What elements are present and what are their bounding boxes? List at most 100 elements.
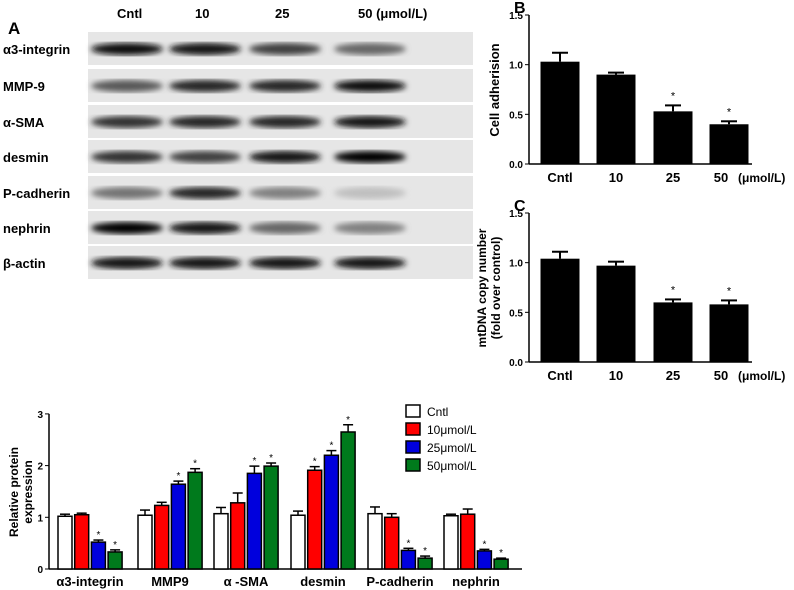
row-label: β-actin — [3, 256, 46, 271]
legend-label: 10μmol/L — [427, 423, 477, 437]
row-label: MMP-9 — [3, 79, 45, 94]
bar — [709, 124, 749, 164]
y-tick-label: 1.0 — [509, 61, 523, 72]
protein-band — [169, 222, 241, 234]
bar — [653, 302, 693, 362]
bar-1 — [153, 504, 170, 570]
y-tick-label: 3 — [37, 410, 43, 421]
row-label: α-SMA — [3, 115, 45, 130]
x-tick-label: nephrin — [452, 574, 500, 589]
bar — [540, 61, 580, 164]
protein-band — [91, 187, 163, 199]
chart-c-mtdna: C 0.0 0.5 1.0 1.5 Cntl 10 * 25 * 50 (μmol/L) mtDNA c… — [475, 198, 785, 383]
bar-1 — [459, 513, 476, 570]
significance-star: * — [176, 471, 180, 482]
bar-0 — [443, 514, 459, 570]
protein-band — [249, 80, 321, 92]
protein-band — [334, 43, 406, 55]
bar-2 — [246, 472, 263, 570]
x-tick-label: Cntl — [547, 170, 572, 185]
x-tick-label: P-cadherin — [366, 574, 433, 589]
bar-2 — [170, 483, 187, 570]
x-tick-label: α3-integrin — [56, 574, 123, 589]
protein-band — [334, 257, 406, 269]
panel-letter: B — [514, 0, 526, 17]
protein-band — [91, 151, 163, 163]
y-tick-label: 1.5 — [509, 11, 523, 22]
lane-label: 25 — [275, 6, 289, 21]
significance-star: * — [499, 548, 503, 559]
lane-label: Cntl — [117, 6, 142, 21]
bar — [709, 304, 749, 362]
legend-label: 25μmol/L — [427, 441, 477, 455]
western-blot-panel: A Cntl 10 25 50 (μmol/L) α3-integrin MMP-9 α-S… — [3, 6, 473, 279]
bar-1 — [306, 469, 323, 570]
bar — [653, 111, 693, 164]
protein-band — [169, 187, 241, 199]
x-tick-label: 50 — [714, 170, 728, 185]
protein-band — [91, 43, 163, 55]
x-tick-label: 10 — [609, 368, 623, 383]
protein-band — [249, 151, 321, 163]
bar-3 — [340, 431, 356, 570]
protein-band — [169, 43, 241, 55]
significance-star: * — [406, 538, 410, 549]
significance-star: * — [193, 459, 197, 470]
row-label: P-cadherin — [3, 186, 70, 201]
y-tick-label: 1.5 — [509, 209, 523, 220]
x-tick-label: 50 — [714, 368, 728, 383]
protein-band — [249, 43, 321, 55]
significance-star: * — [346, 415, 350, 426]
legend-swatch — [405, 440, 421, 454]
bar-0 — [137, 514, 153, 570]
significance-star: * — [329, 441, 333, 452]
protein-band — [334, 80, 406, 92]
y-tick-label: 0.0 — [509, 160, 523, 171]
lane-label: 50 (μmol/L) — [358, 6, 427, 21]
y-axis-label: (fold over control) — [489, 237, 503, 340]
bar-2 — [323, 454, 340, 570]
protein-band — [249, 222, 321, 234]
bar-0 — [367, 512, 383, 570]
y-axis-label: Relative protein — [7, 447, 21, 537]
protein-band — [169, 116, 241, 128]
x-tick-label: α -SMA — [224, 574, 269, 589]
bar — [596, 74, 636, 164]
legend-label: Cntl — [427, 405, 448, 419]
significance-star: * — [252, 456, 256, 467]
protein-band — [91, 80, 163, 92]
protein-band — [91, 257, 163, 269]
x-tick-label: 10 — [609, 170, 623, 185]
protein-band — [249, 187, 321, 199]
protein-band — [334, 151, 406, 163]
significance-star: * — [96, 530, 100, 541]
bar-2 — [400, 549, 417, 570]
bar-2 — [476, 550, 493, 570]
x-tick-label: desmin — [300, 574, 346, 589]
x-tick-label: MMP9 — [151, 574, 189, 589]
bar-0 — [57, 515, 73, 570]
bar-3 — [187, 471, 203, 570]
significance-star: * — [269, 453, 273, 464]
protein-band — [91, 222, 163, 234]
legend-swatch — [405, 458, 421, 472]
protein-band — [169, 80, 241, 92]
significance-star: * — [671, 284, 676, 296]
bar-1 — [383, 516, 400, 570]
protein-band — [334, 187, 406, 199]
significance-star: * — [113, 540, 117, 551]
y-tick-label: 1.0 — [509, 259, 523, 270]
significance-star: * — [423, 546, 427, 557]
bar-3 — [263, 465, 279, 570]
y-tick-label: 0 — [37, 565, 43, 576]
y-tick-label: 0.5 — [509, 110, 523, 121]
protein-band — [249, 116, 321, 128]
protein-band — [169, 257, 241, 269]
significance-star: * — [727, 106, 732, 118]
panel-a-letter: A — [8, 19, 20, 38]
y-tick-label: 2 — [37, 462, 43, 473]
significance-star: * — [727, 285, 732, 297]
x-tick-label: 25 — [666, 368, 680, 383]
panel-letter: C — [514, 198, 526, 215]
y-axis-label: mtDNA copy number — [475, 228, 489, 347]
